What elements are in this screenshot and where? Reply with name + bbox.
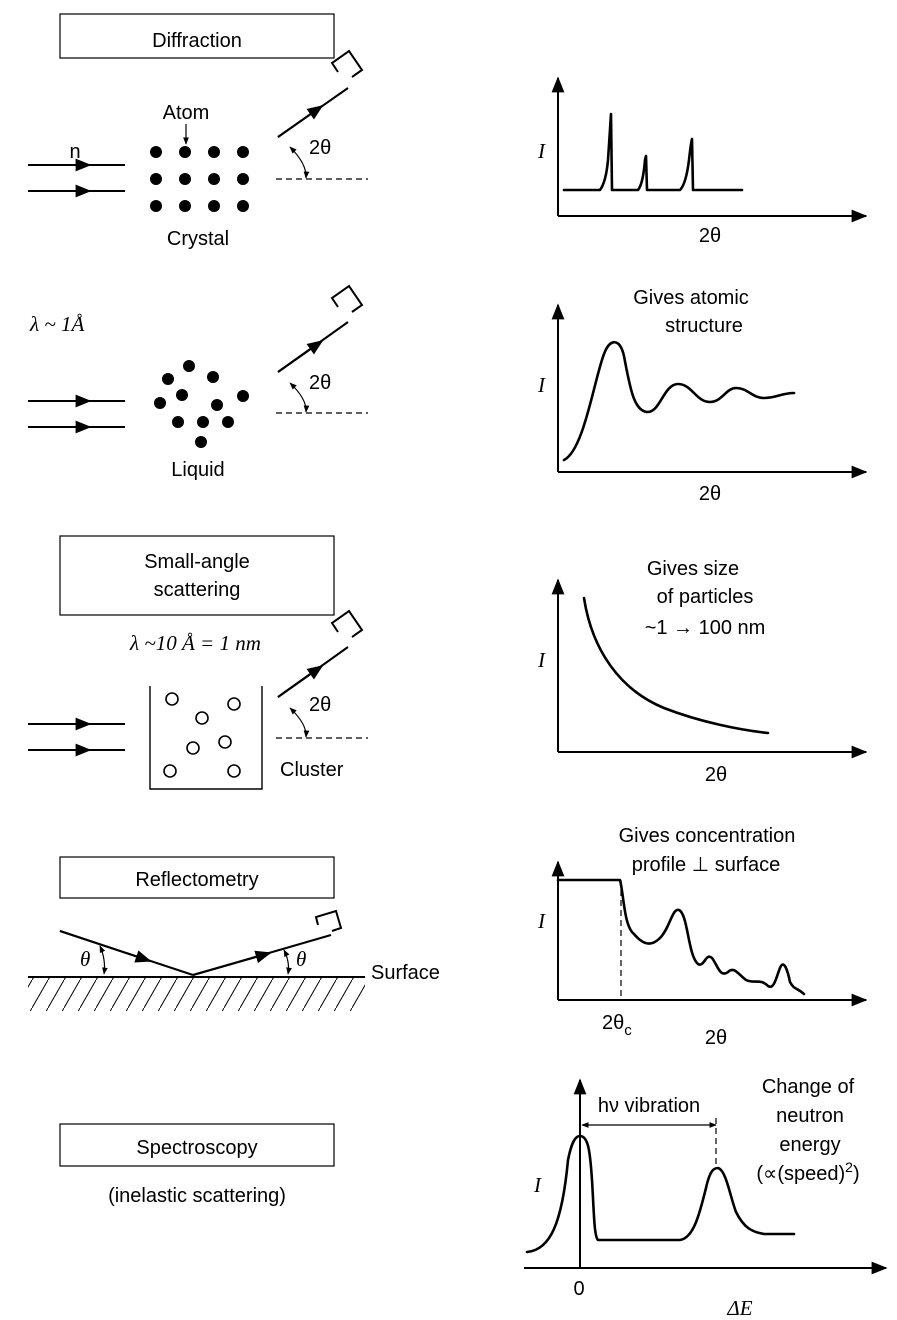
substrate-hatch xyxy=(28,977,365,1011)
cluster-label: Cluster xyxy=(280,759,344,781)
zero-label: 0 xyxy=(573,1278,584,1300)
reflectometry-title: Reflectometry xyxy=(135,869,258,891)
plot-note-line4: (∝(speed)2) xyxy=(756,1159,859,1185)
liquid-panel: λ ~ 1Å Liquid 2θ Gives atomic structure xyxy=(28,284,868,505)
diffraction-plot: I 2θ xyxy=(537,76,868,247)
small-angle-plot: Gives size of particles ~1 → 100 nm I 2θ xyxy=(537,558,868,786)
plot-note-line1: Gives size xyxy=(647,558,739,580)
wavelength-label: λ ~10 Å = 1 nm xyxy=(129,631,261,655)
detector-icon xyxy=(314,909,343,932)
spectroscopy-plot: I 0 ΔE hν vibration Change of neutron en… xyxy=(524,1076,888,1320)
sample-container xyxy=(149,686,263,790)
small-angle-title-box xyxy=(59,535,335,616)
decay-curve xyxy=(582,596,770,735)
cluster-particles xyxy=(163,692,241,778)
spectroscopy-panel: Spectroscopy (inelastic scattering) I 0 … xyxy=(59,1076,888,1320)
crystal-label: Crystal xyxy=(167,228,229,250)
plot-note-line1: Gives atomic xyxy=(633,287,749,309)
vibration-label: hν vibration xyxy=(598,1095,700,1117)
diffraction-title-box xyxy=(59,13,335,59)
incident-angle-label: θ xyxy=(80,947,90,971)
wavelength-label: λ ~ 1Å xyxy=(29,312,84,336)
spectroscopy-title-box xyxy=(59,1123,335,1167)
liquid-label: Liquid xyxy=(171,459,224,481)
diffraction-panel: Diffraction n Atom Crystal 2θ I 2θ xyxy=(28,13,868,250)
reflectometry-panel: Reflectometry Surface θ θ Gives concentr… xyxy=(28,825,868,1049)
reflectometry-plot: Gives concentration profile ⊥ surface I … xyxy=(537,825,868,1049)
incident-angle-arc xyxy=(99,945,108,975)
plot-note-line3: ~1 → 100 nm xyxy=(645,617,766,639)
y-axis-label: I xyxy=(537,909,546,933)
atom-label: Atom xyxy=(163,102,210,124)
plot-note-line2: profile ⊥ surface xyxy=(632,854,781,876)
angle-label: 2θ xyxy=(309,137,331,159)
angle-arc xyxy=(289,146,310,179)
angle-arc xyxy=(289,707,310,738)
x-axis-label: 2θ xyxy=(699,483,721,505)
plot-note-line1: Gives concentration xyxy=(619,825,796,847)
reflected-angle-label: θ xyxy=(296,947,306,971)
diffraction-title: Diffraction xyxy=(152,30,242,52)
plot-note-line2: of particles xyxy=(657,586,754,608)
critical-angle-label: 2θc xyxy=(602,1012,632,1039)
bragg-peaks-curve xyxy=(562,112,744,192)
surface-label: Surface xyxy=(371,962,440,984)
x-axis-label: 2θ xyxy=(699,225,721,247)
small-angle-title-line1: Small-angle xyxy=(144,551,250,573)
neutron-label: n xyxy=(69,141,80,163)
small-angle-title-line2: scattering xyxy=(154,579,241,601)
crystal-lattice xyxy=(150,146,249,212)
small-angle-panel: Small-angle scattering λ ~10 Å = 1 nm 2θ… xyxy=(28,535,868,790)
detector-icon xyxy=(330,284,364,313)
x-axis-label: ΔE xyxy=(726,1296,752,1320)
reflectometry-title-box xyxy=(59,856,335,899)
scattered-beam-arrow xyxy=(277,105,324,138)
y-axis-label: I xyxy=(537,139,546,163)
y-axis-label: I xyxy=(533,1173,542,1197)
plot-note-line1: Change of xyxy=(762,1076,855,1098)
x-axis-label: 2θ xyxy=(705,1027,727,1049)
reflected-angle-arc xyxy=(283,949,292,975)
spectroscopy-title: Spectroscopy xyxy=(136,1137,257,1159)
angle-label: 2θ xyxy=(309,372,331,394)
y-axis-label: I xyxy=(537,373,546,397)
plot-note-line2: neutron xyxy=(776,1105,844,1127)
detector-icon xyxy=(330,609,364,638)
angle-arc xyxy=(289,382,310,413)
liquid-structure-curve xyxy=(562,340,796,462)
spectroscopy-subtitle: (inelastic scattering) xyxy=(108,1185,286,1207)
liquid-atoms xyxy=(154,360,249,448)
energy-loss-curve xyxy=(525,1134,796,1254)
plot-note-line2: structure xyxy=(665,315,743,337)
detector-icon xyxy=(330,49,364,78)
plot-note-line3: energy xyxy=(779,1134,840,1156)
liquid-plot: Gives atomic structure I 2θ xyxy=(537,287,868,505)
x-axis-label: 2θ xyxy=(705,764,727,786)
angle-label: 2θ xyxy=(309,694,331,716)
y-axis-label: I xyxy=(537,648,546,672)
reflectivity-curve xyxy=(556,878,806,996)
